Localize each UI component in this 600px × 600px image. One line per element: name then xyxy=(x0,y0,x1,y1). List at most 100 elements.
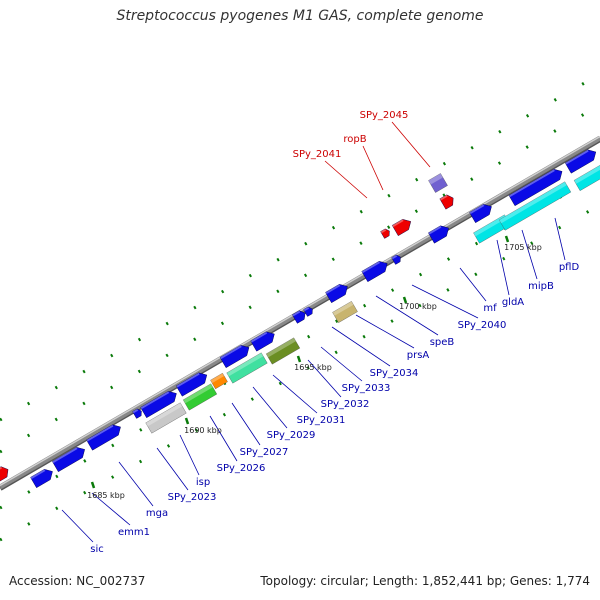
feature-spy2026-shape xyxy=(175,372,208,397)
feature-right-2-shine xyxy=(574,165,600,184)
leader-18 xyxy=(554,217,566,261)
scale-tick-mark xyxy=(296,355,302,363)
map-title: Streptococcus pyogenes M1 GAS, complete … xyxy=(116,8,484,24)
feature-ropB xyxy=(391,219,412,236)
feature-spy2032 xyxy=(226,352,268,384)
feature-gldA-shape xyxy=(469,204,492,223)
feature-speB-shine xyxy=(325,284,341,295)
gene-label: SPy_2032 xyxy=(321,399,370,410)
feature-small-3 xyxy=(391,254,401,265)
feature-spy2026 xyxy=(175,372,208,397)
feature-spy2034 xyxy=(265,337,301,365)
gene-label: SPy_2034 xyxy=(370,368,419,379)
feature-spy2029-shape xyxy=(210,372,228,390)
leader-15 xyxy=(459,267,487,302)
gene-label: mipB xyxy=(528,281,554,292)
gene-label: SPy_2023 xyxy=(168,492,217,503)
scale-tick-mark xyxy=(184,417,190,425)
leader-4 xyxy=(179,434,200,476)
feature-spy2031-shine xyxy=(220,345,242,360)
feature-small-1 xyxy=(132,408,142,419)
scale-tick-label: 1690 kbp xyxy=(184,426,222,435)
gene-label: prsA xyxy=(407,350,430,361)
ruler-dots xyxy=(0,72,600,542)
scale-tick-label: 1685 kbp xyxy=(87,491,125,500)
feature-mga xyxy=(86,424,121,451)
feature-spy2041-shape xyxy=(380,228,390,239)
scale-tick-mark xyxy=(504,235,510,243)
gene-label: isp xyxy=(196,477,210,488)
feature-speB-shape xyxy=(325,284,348,303)
leader-14 xyxy=(411,284,479,319)
gene-label: ropB xyxy=(343,134,366,145)
leader-17 xyxy=(521,229,538,280)
feature-spy2023 xyxy=(140,391,177,419)
feature-emm1-shape xyxy=(52,447,85,473)
leader-7 xyxy=(252,386,288,429)
gene-label: SPy_2026 xyxy=(217,463,266,474)
gene-label: speB xyxy=(430,337,455,348)
leader-6 xyxy=(231,402,261,446)
feature-spy2023-shine xyxy=(140,391,170,410)
feature-isp-shine xyxy=(145,402,183,427)
feature-pflD xyxy=(508,169,563,207)
feature-spy2045 xyxy=(428,173,448,193)
feature-spy2032-shape xyxy=(226,352,268,384)
feature-small-red-shape xyxy=(439,194,454,210)
feature-track xyxy=(0,149,600,488)
feature-right-2 xyxy=(573,165,600,191)
leader-20 xyxy=(362,145,384,191)
feature-prsA-shine xyxy=(292,310,301,317)
leader-10 xyxy=(320,346,363,382)
feature-pflD-shine xyxy=(508,169,555,198)
gene-label: SPy_2031 xyxy=(297,415,346,426)
leader-5 xyxy=(209,415,238,462)
feature-small-3-shape xyxy=(391,254,401,265)
feature-spy2023-shape xyxy=(140,391,177,419)
gene-label: pflD xyxy=(559,262,580,273)
feature-small-red-shine xyxy=(439,194,448,201)
feature-mf xyxy=(428,225,449,244)
scale-tick-label: 1695 kbp xyxy=(294,363,332,372)
feature-pflD-shape xyxy=(508,169,563,207)
feature-spy2031 xyxy=(219,345,250,369)
feature-spy2027-shape xyxy=(182,383,218,411)
gene-label: gldA xyxy=(502,297,524,308)
feature-small-2-shine xyxy=(303,306,310,312)
feature-spy2045-shine xyxy=(428,173,443,185)
feature-small-3-shine xyxy=(391,254,398,260)
feature-mga-shape xyxy=(86,424,121,451)
leader-1 xyxy=(91,492,131,526)
feature-sic xyxy=(30,469,53,488)
feature-spy2027 xyxy=(182,383,218,411)
feature-spy2045-shape xyxy=(428,173,448,193)
leader-8 xyxy=(272,374,318,414)
leader-2 xyxy=(118,461,154,507)
feature-spy2029-shine xyxy=(210,373,225,384)
feature-right-1-shine xyxy=(565,149,589,165)
gene-label: SPy_2029 xyxy=(267,430,316,441)
feature-sic-shine xyxy=(30,469,46,480)
gene-label: SPy_2027 xyxy=(240,447,289,458)
gene-label: SPy_2041 xyxy=(293,149,342,160)
feature-right-1-shape xyxy=(564,149,597,174)
feature-small-2 xyxy=(303,306,313,317)
feature-right-2-shape xyxy=(573,165,600,191)
feature-spy2032-shine xyxy=(226,352,264,377)
feature-ropB-shine xyxy=(392,219,404,228)
gene-label: SPy_2040 xyxy=(458,320,507,331)
gene-label: sic xyxy=(90,544,104,555)
feature-speB xyxy=(325,284,348,303)
gene-label: SPy_2033 xyxy=(342,383,391,394)
feature-khaki xyxy=(332,301,358,323)
feature-emm1 xyxy=(52,447,85,473)
label-leaders xyxy=(61,121,566,543)
feature-spy2041-shine xyxy=(380,228,387,234)
feature-spy2034-shape xyxy=(265,337,301,365)
feature-mf-shine xyxy=(428,225,442,235)
leader-19 xyxy=(324,160,368,199)
gene-label: mf xyxy=(483,303,497,314)
gene-label: mga xyxy=(146,508,168,519)
feature-spy2027-shine xyxy=(183,383,213,404)
